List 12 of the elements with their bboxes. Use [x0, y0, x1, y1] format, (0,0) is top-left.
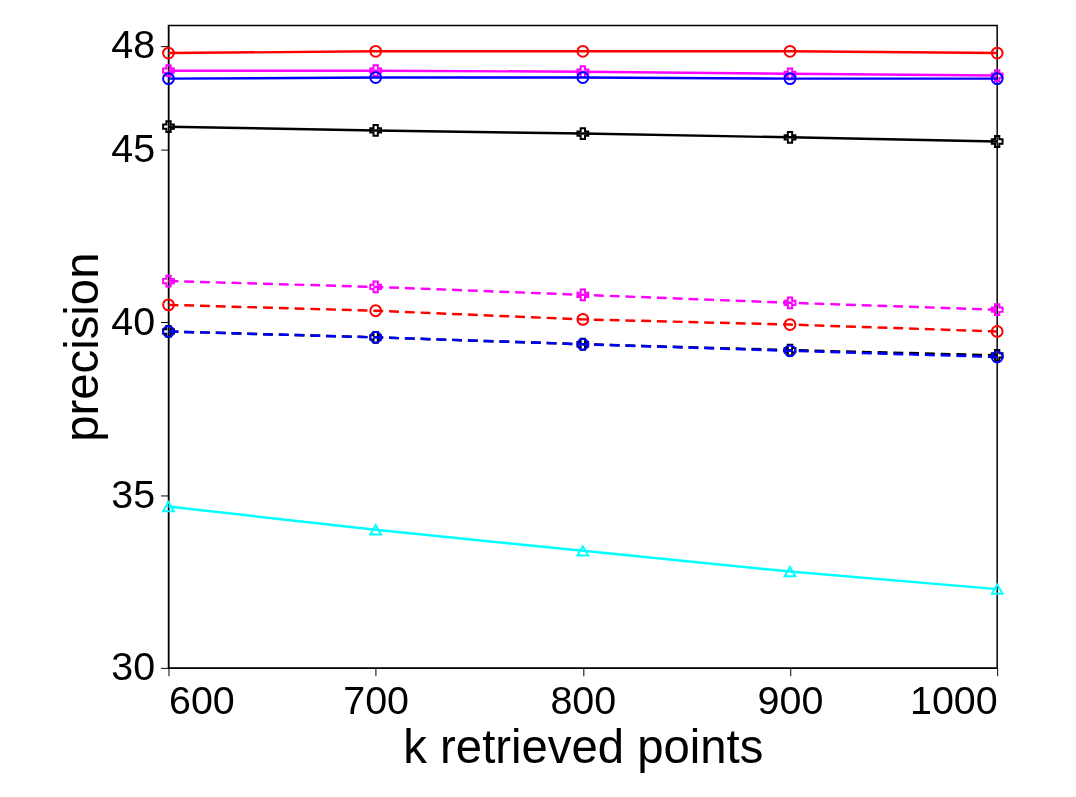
- y-tick-label: 35: [111, 471, 156, 516]
- x-tick-label: 1000: [909, 677, 998, 722]
- y-tick-label: 48: [111, 22, 156, 67]
- x-tick-label: 600: [168, 677, 235, 722]
- y-tick-label: 40: [111, 298, 156, 343]
- x-tick-label: 800: [550, 677, 617, 722]
- x-tick-label: 700: [343, 677, 410, 722]
- y-axis-title: precision: [54, 252, 108, 442]
- x-tick-label: 900: [757, 677, 824, 722]
- y-tick-label: 30: [111, 644, 156, 689]
- x-axis-title: k retrieved points: [403, 719, 764, 773]
- y-tick-label: 45: [111, 126, 156, 171]
